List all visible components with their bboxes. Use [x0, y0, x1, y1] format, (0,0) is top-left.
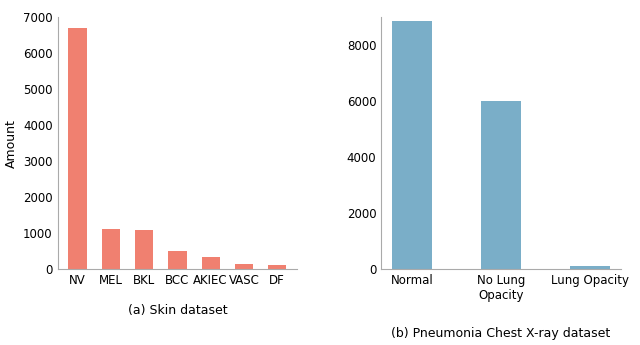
X-axis label: (b) Pneumonia Chest X-ray dataset: (b) Pneumonia Chest X-ray dataset — [391, 327, 611, 340]
Bar — [102, 229, 120, 269]
Bar — [570, 266, 610, 269]
Bar — [68, 28, 87, 269]
Y-axis label: Amount: Amount — [4, 119, 17, 168]
Bar — [202, 257, 220, 269]
X-axis label: (a) Skin dataset: (a) Skin dataset — [127, 304, 227, 317]
Bar — [235, 264, 253, 269]
Bar — [392, 21, 432, 269]
Bar — [481, 101, 521, 269]
Bar — [268, 265, 286, 269]
Bar — [168, 250, 187, 269]
Bar — [135, 229, 154, 269]
